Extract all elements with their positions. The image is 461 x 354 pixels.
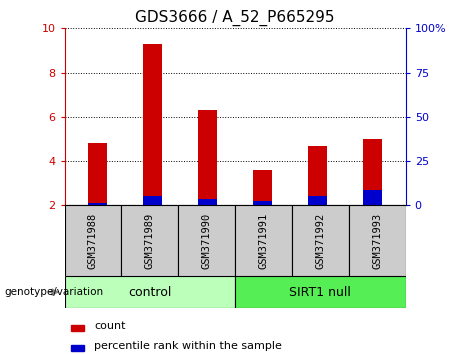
Bar: [363, 190, 382, 205]
Bar: [198, 199, 217, 205]
Bar: [292, 205, 349, 276]
Text: GSM371993: GSM371993: [372, 213, 382, 269]
Text: GSM371991: GSM371991: [259, 213, 269, 269]
Text: control: control: [128, 286, 171, 298]
Bar: [88, 143, 107, 205]
Text: GSM371989: GSM371989: [145, 213, 155, 269]
Bar: [253, 170, 272, 205]
Title: GDS3666 / A_52_P665295: GDS3666 / A_52_P665295: [136, 9, 335, 25]
Bar: [65, 276, 235, 308]
Bar: [349, 205, 406, 276]
Bar: [235, 205, 292, 276]
Bar: [308, 145, 327, 205]
Bar: [65, 205, 121, 276]
Bar: [235, 276, 406, 308]
Text: SIRT1 null: SIRT1 null: [290, 286, 351, 298]
Bar: [88, 203, 107, 205]
Text: GSM371988: GSM371988: [88, 213, 98, 269]
Bar: [121, 205, 178, 276]
Bar: [143, 196, 162, 205]
Text: GSM371992: GSM371992: [315, 213, 325, 269]
Bar: [71, 345, 83, 350]
Bar: [308, 196, 327, 205]
Text: count: count: [94, 321, 125, 331]
Bar: [143, 44, 162, 205]
Bar: [363, 139, 382, 205]
Text: percentile rank within the sample: percentile rank within the sample: [94, 341, 282, 351]
Text: GSM371990: GSM371990: [201, 213, 212, 269]
Text: genotype/variation: genotype/variation: [5, 287, 104, 297]
Bar: [71, 325, 83, 331]
Bar: [253, 201, 272, 205]
Bar: [178, 205, 235, 276]
Bar: [198, 110, 217, 205]
